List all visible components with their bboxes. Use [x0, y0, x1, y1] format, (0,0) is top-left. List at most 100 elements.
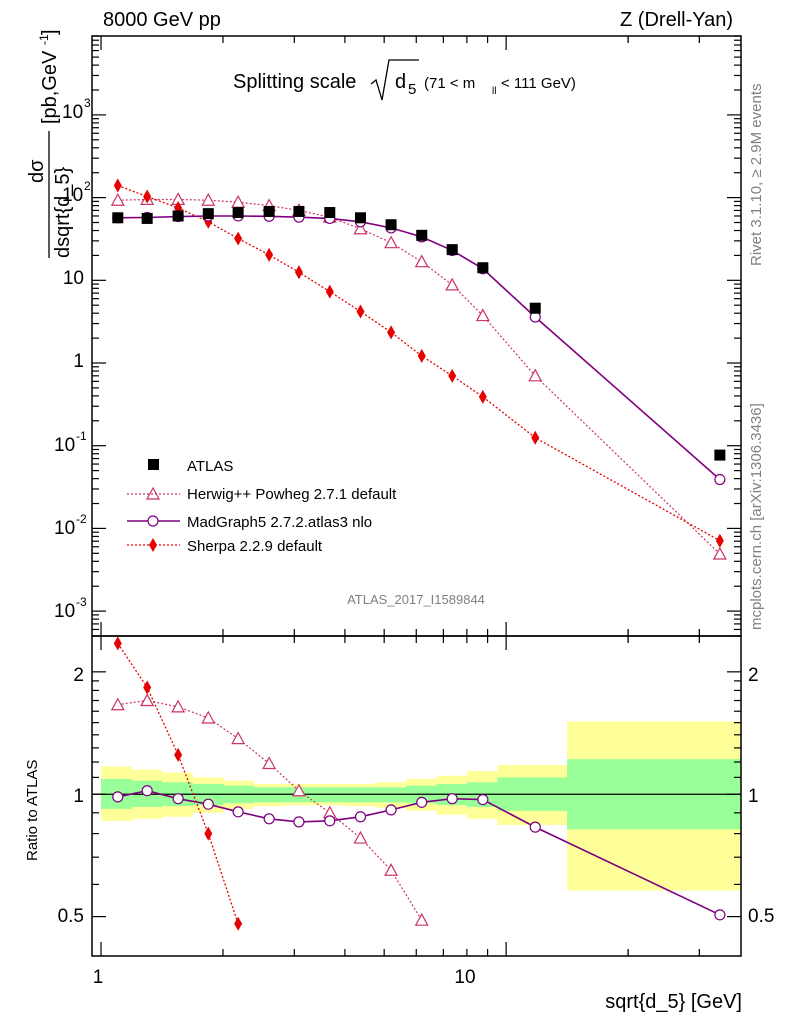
title-symbol: d	[395, 71, 406, 93]
ratio-madgraph-point	[172, 793, 184, 805]
top-sherpa-point	[478, 389, 487, 404]
top-atlas-point	[416, 229, 428, 241]
ylabel-unit-sup: -1	[37, 34, 51, 45]
y-tick-labels-ratio: 0.5 1 2 0.5 1 2	[58, 665, 775, 927]
y-tick-10: 10	[63, 268, 84, 289]
ratio-herwig-point	[291, 783, 306, 797]
x-axis-label: sqrt{d_5} [GeV]	[605, 991, 742, 1013]
top-sherpa-point	[356, 304, 365, 319]
header-right: Z (Drell-Yan)	[620, 9, 733, 31]
top-atlas-point	[232, 207, 244, 219]
ratio-herwig-point	[262, 756, 277, 770]
y-tick-1e2: 10	[62, 185, 83, 206]
x-tick-label-10: 10	[454, 967, 475, 988]
x-tick-labels: 1 10	[93, 967, 476, 988]
top-atlas-point	[141, 212, 153, 224]
y-tick-1e-2: 10	[54, 518, 75, 539]
top-atlas-point	[172, 210, 184, 222]
top-herwig-point	[201, 192, 216, 206]
y-tick-1: 1	[73, 351, 84, 372]
legend-label-herwig: Herwig++ Powheg 2.7.1 default	[187, 486, 397, 503]
top-sherpa-point	[325, 284, 334, 299]
ratio-madgraph-point	[232, 806, 244, 818]
ratio-curves	[110, 636, 726, 931]
ratio-herwig-point	[384, 863, 399, 876]
title-range-pre: (71 < m	[424, 75, 475, 92]
ratio-herwig-point	[140, 693, 155, 707]
ratio-madgraph-point	[354, 811, 367, 823]
ratio-band-inner	[375, 787, 407, 803]
top-madgraph-series	[112, 210, 726, 486]
legend-label-atlas: ATLAS	[187, 458, 233, 475]
mcplots-label: mcplots.cern.ch [arXiv:1306.3436]	[748, 403, 765, 630]
ratio-tick-0.5: 0.5	[58, 906, 84, 927]
ratio-herwig-point	[110, 697, 125, 711]
ratio-madgraph-point	[529, 821, 541, 833]
ratio-madgraph-point	[324, 815, 336, 827]
ratio-madgraph-point	[293, 816, 305, 828]
ylabel-denominator: dsqrt{d_5}	[52, 166, 74, 258]
header-left: 8000 GeV pp	[103, 9, 221, 31]
ratio-madgraph-point	[385, 804, 397, 816]
top-atlas-point	[714, 449, 726, 461]
y-tick-1e-3-exp: -3	[76, 595, 87, 609]
ratio-madgraph-point	[446, 793, 458, 805]
top-atlas-point	[263, 205, 275, 217]
title-range-post: < 111 GeV)	[501, 75, 576, 92]
legend-entry-atlas: ATLAS	[148, 458, 233, 475]
ratio-sherpa-point	[174, 747, 183, 762]
title-main: Splitting scale	[233, 71, 356, 93]
top-herwig-series	[110, 192, 727, 560]
legend-label-madgraph: MadGraph5 2.7.2.atlas3 nlo	[187, 514, 372, 531]
analysis-id: ATLAS_2017_I1589844	[347, 592, 485, 607]
ratio-band-inner	[344, 787, 377, 803]
ratio-madgraph-point	[714, 909, 726, 921]
top-sherpa-point	[113, 178, 122, 193]
legend-entry-herwig: Herwig++ Powheg 2.7.1 default	[127, 486, 397, 503]
top-sherpa-point	[294, 265, 303, 280]
ratio-tick-right-0.5: 0.5	[748, 906, 774, 927]
rivet-label: Rivet 3.1.10, ≥ 2.9M events	[748, 84, 765, 267]
top-atlas-point	[202, 208, 214, 220]
ratio-herwig-point	[171, 699, 186, 713]
ratio-tick-1: 1	[73, 786, 84, 807]
ratio-tick-right-2: 2	[748, 665, 759, 686]
ratio-band-inner	[253, 787, 285, 803]
top-herwig-point	[414, 254, 429, 268]
y-tick-labels-top: 10 3 10 2 10 1 10 -1 10 -2 10 -3	[54, 96, 91, 622]
ratio-madgraph-point	[477, 793, 489, 806]
plot-title: Splitting scale d 5 (71 < m ll < 111 GeV…	[233, 59, 576, 101]
top-atlas-point	[293, 205, 305, 217]
ratio-sherpa-point	[143, 680, 152, 695]
ratio-tick-right-1: 1	[748, 786, 759, 807]
y-axis-label-top: dσ dsqrt{d_5} [pb,GeV -1 ]	[26, 29, 74, 258]
legend-entry-sherpa: Sherpa 2.2.9 default	[127, 538, 323, 555]
top-sherpa-point	[143, 189, 152, 204]
axis-ticks	[92, 35, 741, 956]
top-atlas-point	[324, 207, 336, 219]
ratio-band-inner	[314, 787, 346, 803]
y-tick-1e-3: 10	[54, 601, 75, 622]
top-sherpa-point	[234, 231, 243, 246]
ratio-herwig-point	[201, 710, 216, 724]
title-range-subscript: ll	[492, 86, 496, 97]
top-sherpa-point	[387, 325, 396, 340]
top-herwig-point	[475, 308, 490, 322]
top-herwig-point	[445, 277, 460, 291]
ratio-sherpa-point	[234, 916, 243, 931]
top-sherpa-point	[715, 533, 724, 548]
ratio-herwig-point	[231, 731, 246, 745]
title-subscript: 5	[408, 81, 416, 98]
ratio-herwig-series	[110, 693, 429, 926]
top-madgraph-point	[714, 473, 726, 486]
ylabel-numerator: dσ	[26, 159, 48, 183]
top-atlas-point	[446, 244, 458, 256]
ratio-sherpa-point	[204, 826, 213, 841]
top-atlas-point	[112, 212, 124, 224]
legend: ATLAS Herwig++ Powheg 2.7.1 default MadG…	[127, 458, 397, 555]
ratio-madgraph-point	[416, 796, 428, 808]
top-atlas-point	[354, 212, 366, 224]
legend-label-sherpa: Sherpa 2.2.9 default	[187, 538, 323, 555]
y-tick-1e-1: 10	[54, 435, 75, 456]
